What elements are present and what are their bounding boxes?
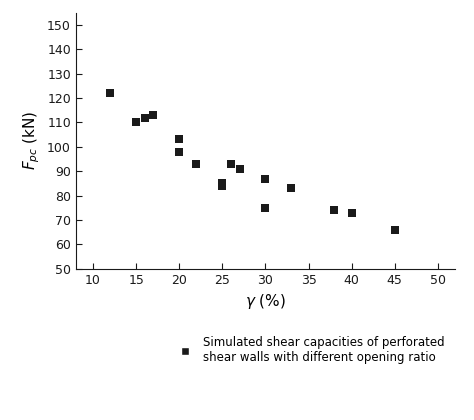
Point [262, 175, 269, 182]
Point [348, 209, 356, 216]
Point [236, 165, 243, 172]
Point [330, 207, 338, 214]
Point [219, 182, 226, 189]
Point [219, 180, 226, 187]
Y-axis label: $F_{pc}$ (kN): $F_{pc}$ (kN) [21, 111, 42, 171]
Point [288, 185, 295, 192]
Point [175, 148, 183, 155]
Point [107, 90, 114, 97]
X-axis label: $\gamma$ (%): $\gamma$ (%) [245, 292, 286, 311]
Point [141, 114, 148, 121]
Legend: Simulated shear capacities of perforated
shear walls with different opening rati: Simulated shear capacities of perforated… [169, 331, 449, 368]
Point [391, 226, 399, 233]
Point [175, 136, 183, 143]
Point [150, 112, 157, 118]
Point [227, 160, 235, 167]
Point [262, 205, 269, 211]
Point [132, 119, 140, 126]
Point [193, 160, 201, 167]
